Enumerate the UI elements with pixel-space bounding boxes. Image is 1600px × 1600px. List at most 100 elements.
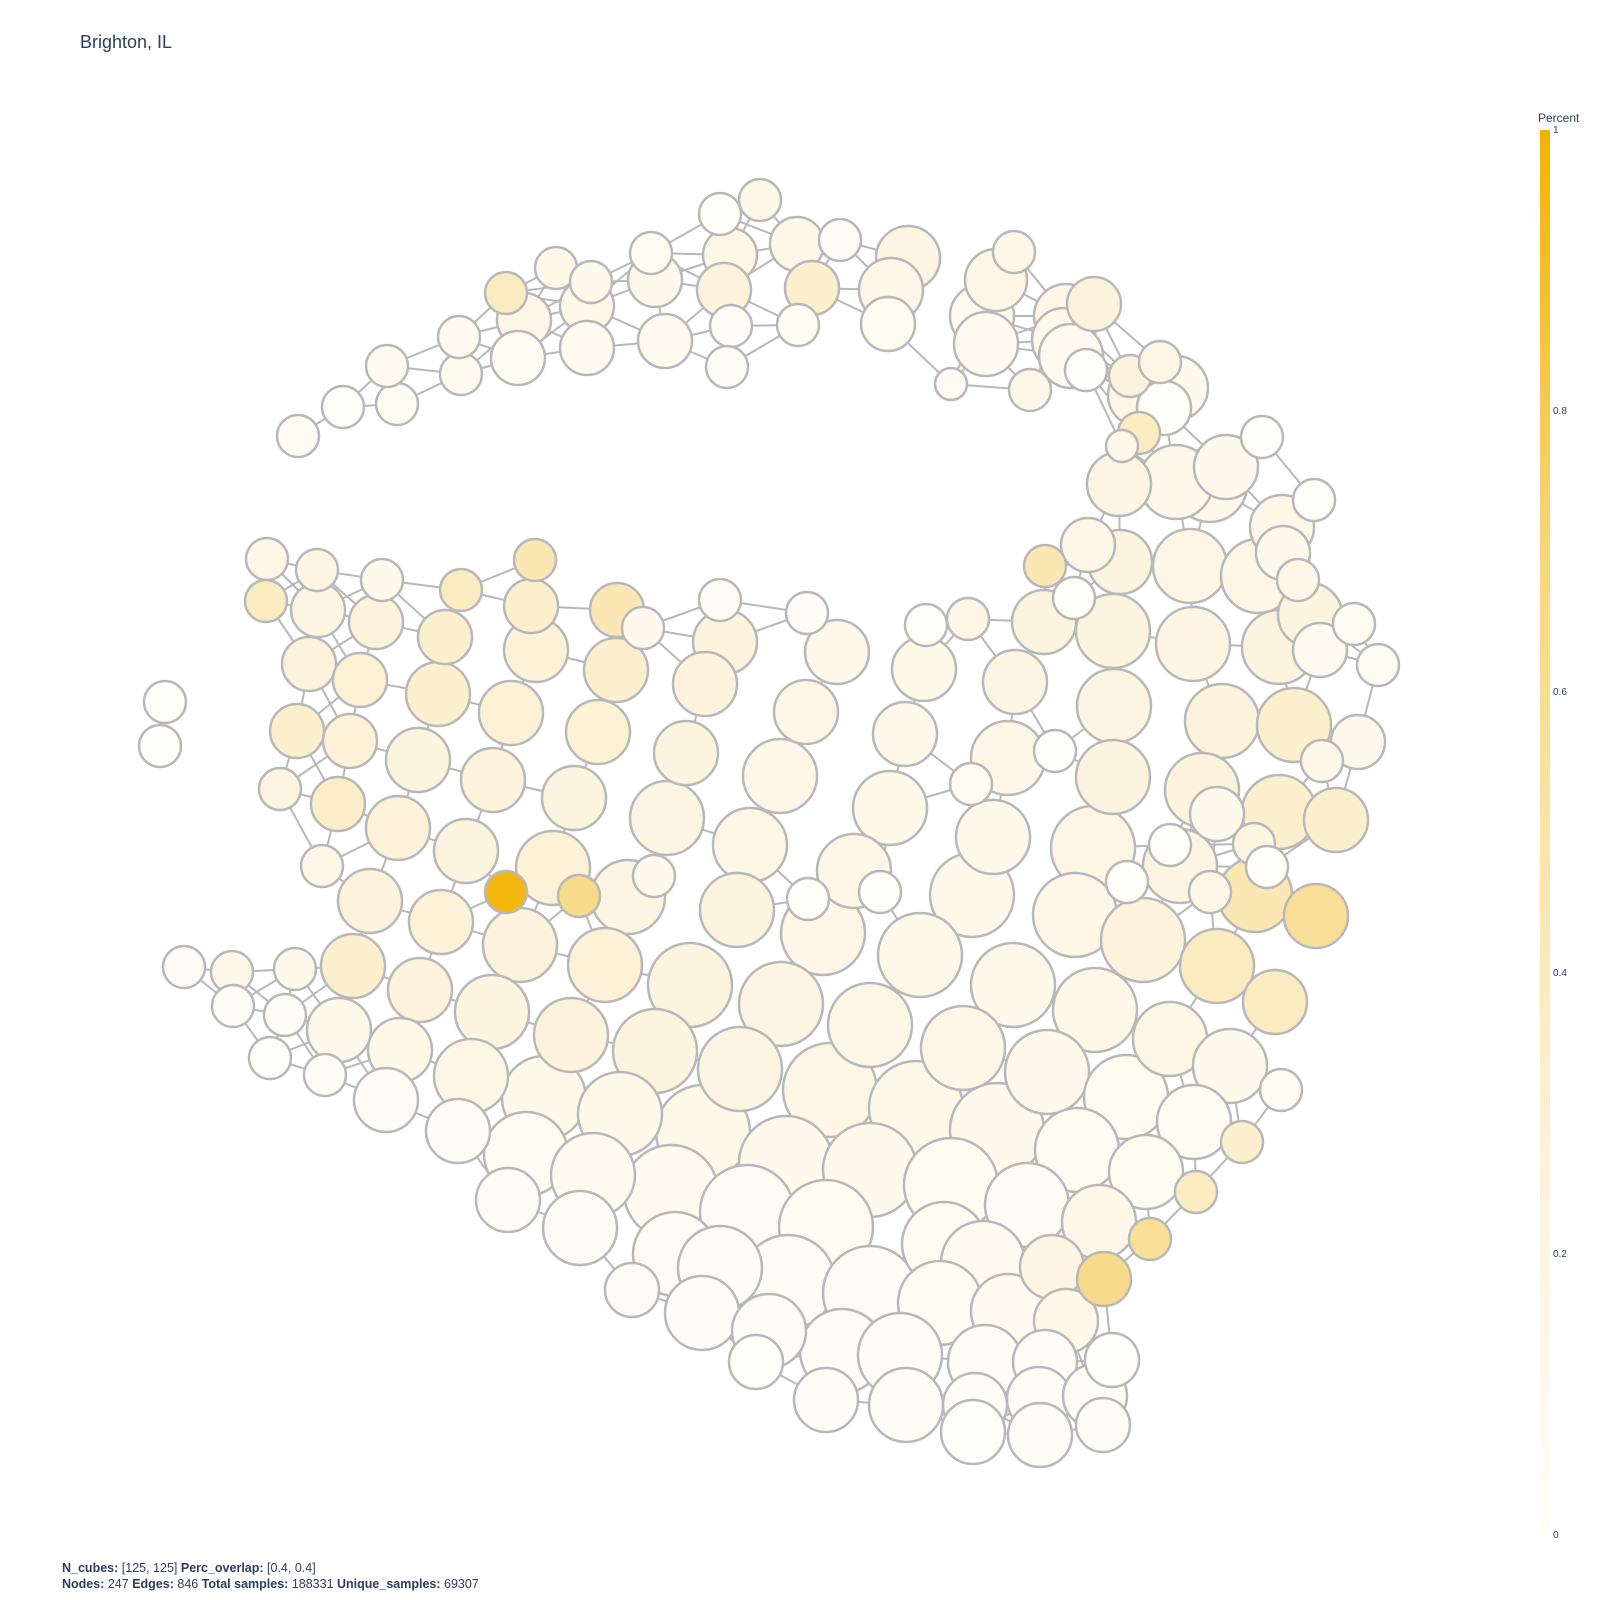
graph-node[interactable] — [564, 698, 632, 766]
graph-node[interactable] — [512, 537, 558, 583]
graph-node[interactable] — [969, 941, 1057, 1029]
graph-node[interactable] — [727, 1333, 785, 1391]
graph-node[interactable] — [1191, 1027, 1269, 1105]
graph-node[interactable] — [948, 761, 994, 807]
graph-node[interactable] — [1244, 844, 1290, 890]
graph-node[interactable] — [671, 650, 739, 718]
graph-node[interactable] — [636, 312, 694, 370]
graph-node[interactable] — [708, 303, 754, 349]
graph-node[interactable] — [1291, 621, 1349, 679]
graph-node[interactable] — [210, 983, 256, 1029]
graph-node[interactable] — [1241, 968, 1309, 1036]
graph-node[interactable] — [803, 618, 871, 686]
graph-node[interactable] — [1219, 1119, 1265, 1165]
graph-node[interactable] — [558, 319, 616, 377]
graph-node[interactable] — [698, 871, 776, 949]
graph-node[interactable] — [867, 1366, 945, 1444]
graph-node[interactable] — [775, 302, 821, 348]
graph-node[interactable] — [851, 769, 929, 847]
graph-node[interactable] — [772, 678, 840, 746]
graph-node[interactable] — [336, 867, 404, 935]
graph-node[interactable] — [1137, 339, 1183, 385]
graph-node[interactable] — [541, 1189, 619, 1267]
graph-node[interactable] — [1187, 869, 1233, 915]
graph-node[interactable] — [424, 1097, 492, 1165]
graph-node[interactable] — [1127, 1216, 1173, 1262]
graph-node[interactable] — [1104, 428, 1140, 464]
graph-node[interactable] — [404, 660, 472, 728]
graph-node[interactable] — [243, 578, 289, 624]
graph-node[interactable] — [257, 766, 303, 812]
graph-node[interactable] — [1282, 882, 1350, 950]
graph-node[interactable] — [438, 351, 484, 397]
graph-node[interactable] — [321, 712, 379, 770]
graph-node[interactable] — [309, 775, 367, 833]
graph-node[interactable] — [436, 314, 482, 360]
graph-node[interactable] — [483, 869, 529, 915]
graph-node[interactable] — [331, 651, 389, 709]
graph-node[interactable] — [275, 413, 321, 459]
graph-node[interactable] — [161, 944, 207, 990]
graph-node[interactable] — [302, 1052, 348, 1098]
graph-node[interactable] — [262, 992, 308, 1038]
graph-node[interactable] — [1007, 367, 1053, 413]
graph-node[interactable] — [876, 911, 964, 999]
graph-node[interactable] — [364, 794, 432, 862]
graph-node[interactable] — [1239, 414, 1285, 460]
graph-node[interactable] — [1006, 1401, 1074, 1469]
graph-node[interactable] — [741, 737, 819, 815]
graph-node[interactable] — [299, 843, 345, 889]
graph-node[interactable] — [903, 602, 949, 648]
graph-node[interactable] — [568, 259, 614, 305]
graph-node[interactable] — [1083, 1331, 1141, 1389]
graph-node[interactable] — [502, 577, 560, 635]
graph-node[interactable] — [384, 726, 452, 794]
graph-node[interactable] — [305, 996, 373, 1064]
graph-node[interactable] — [532, 996, 610, 1074]
graph-node[interactable] — [1302, 786, 1370, 854]
graph-node[interactable] — [1074, 738, 1152, 816]
graph-node[interactable] — [1065, 275, 1123, 333]
graph-node[interactable] — [137, 723, 183, 769]
graph-node[interactable] — [1355, 642, 1401, 688]
graph-node[interactable] — [859, 295, 917, 353]
graph-node[interactable] — [1063, 347, 1109, 393]
graph-node[interactable] — [352, 1066, 420, 1134]
graph-node[interactable] — [1183, 682, 1261, 760]
graph-node[interactable] — [939, 1398, 1007, 1466]
graph-node[interactable] — [663, 1274, 741, 1352]
graph-node[interactable] — [737, 960, 825, 1048]
graph-node[interactable] — [652, 719, 720, 787]
graph-node[interactable] — [871, 700, 939, 768]
graph-node[interactable] — [1155, 1083, 1233, 1161]
graph-node[interactable] — [1154, 605, 1232, 683]
graph-node[interactable] — [952, 310, 1020, 378]
graph-node[interactable] — [386, 956, 454, 1024]
graph-node[interactable] — [784, 590, 830, 636]
graph-node[interactable] — [320, 384, 366, 430]
graph-node[interactable] — [1003, 1028, 1091, 1116]
graph-node[interactable] — [247, 1035, 293, 1081]
graph-node[interactable] — [1331, 601, 1377, 647]
graph-node[interactable] — [919, 1004, 1007, 1092]
graph-node[interactable] — [1074, 1396, 1132, 1454]
graph-node[interactable] — [711, 806, 789, 884]
graph-node[interactable] — [1173, 1169, 1219, 1215]
graph-node[interactable] — [142, 679, 188, 725]
graph-node[interactable] — [407, 888, 475, 956]
graph-node[interactable] — [294, 547, 340, 593]
graph-node[interactable] — [603, 1261, 661, 1319]
graph-node[interactable] — [1075, 667, 1153, 745]
graph-node[interactable] — [991, 229, 1037, 275]
graph-node[interactable] — [857, 869, 903, 915]
graph-node[interactable] — [1147, 822, 1193, 868]
graph-node[interactable] — [737, 177, 783, 223]
graph-node[interactable] — [1075, 1250, 1133, 1308]
graph-node[interactable] — [631, 853, 677, 899]
graph-node[interactable] — [628, 779, 706, 857]
graph-node[interactable] — [1178, 927, 1256, 1005]
graph-node[interactable] — [1151, 527, 1229, 605]
graph-node[interactable] — [481, 906, 559, 984]
graph-node[interactable] — [792, 1366, 860, 1434]
